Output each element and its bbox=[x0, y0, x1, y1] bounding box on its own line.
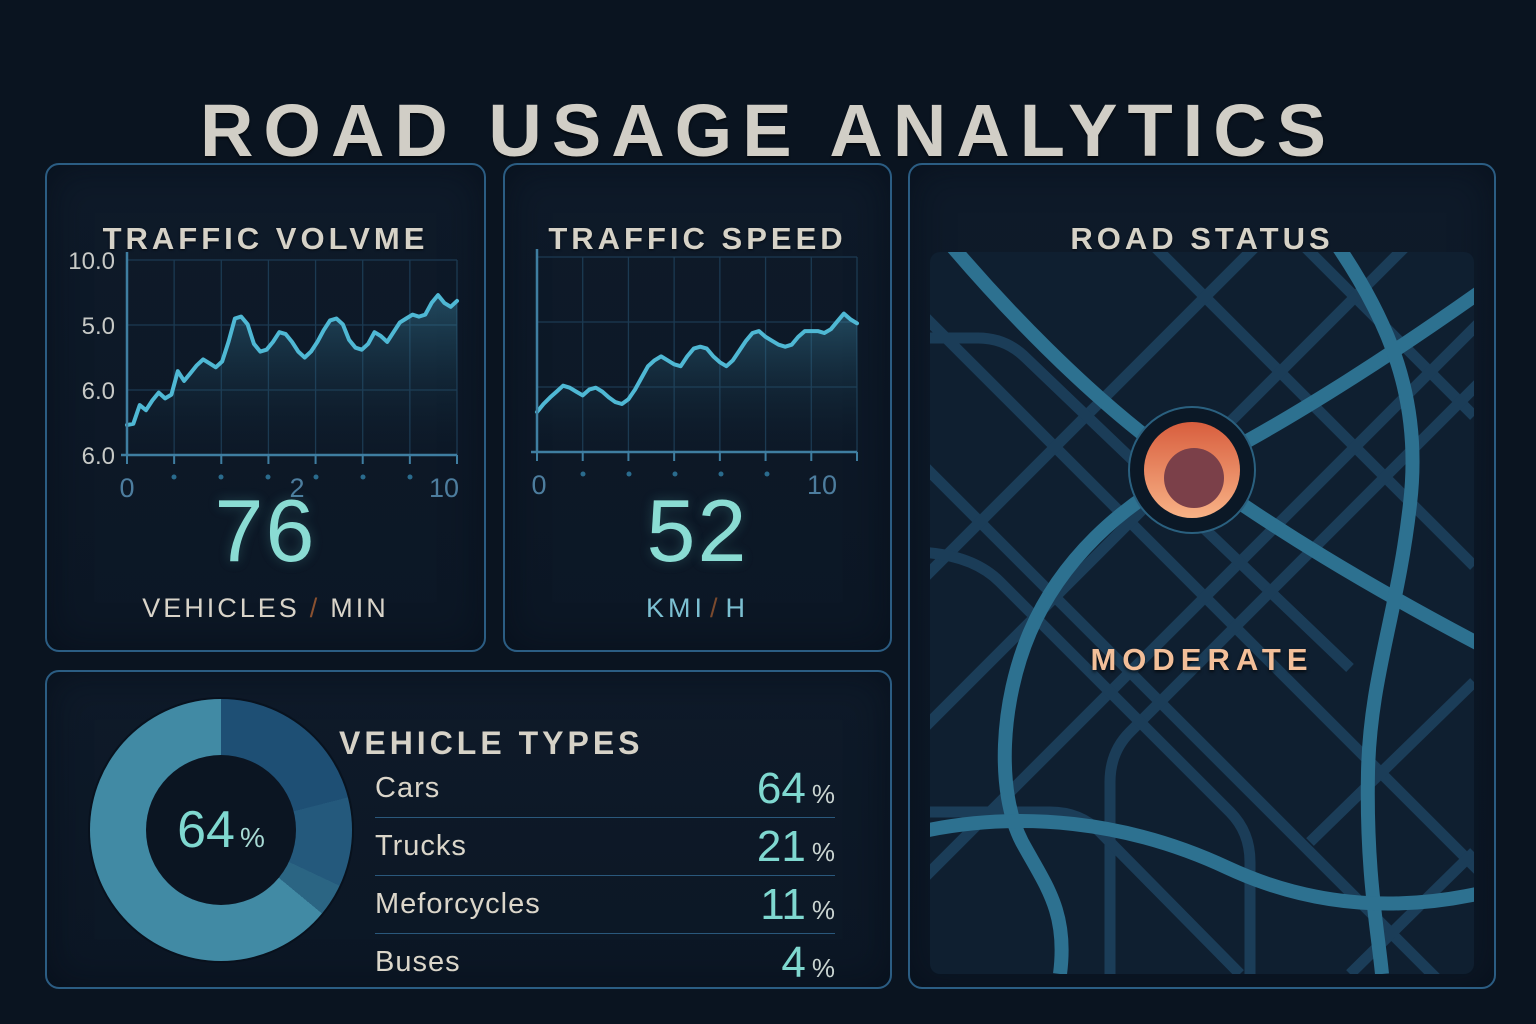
vehicle-type-label: Buses bbox=[375, 946, 461, 978]
unit-slash: / bbox=[309, 593, 321, 623]
svg-text:5.0: 5.0 bbox=[82, 313, 115, 340]
vehicle-types-panel: 64 % VEHICLE TYPES Cars 64% Trucks 21% Mefor… bbox=[45, 670, 892, 989]
traffic-volume-chart: 10.05.06.06.00 2 10 bbox=[68, 248, 459, 503]
unit-text: KMI bbox=[645, 593, 706, 623]
donut-center-unit: % bbox=[239, 822, 265, 853]
status-marker-icon bbox=[1128, 406, 1256, 534]
vehicle-type-row: Meforcycles 11% bbox=[375, 876, 835, 934]
traffic-volume-title: TRAFFIC VOLVME bbox=[102, 220, 429, 256]
donut-center-value: 64 bbox=[177, 801, 235, 859]
unit-text: VEHICLES bbox=[142, 593, 300, 623]
map-graphic bbox=[930, 252, 1474, 974]
svg-text:6.0: 6.0 bbox=[82, 443, 115, 470]
vehicle-type-percent-sign: % bbox=[811, 836, 835, 867]
vehicle-type-percent-sign: % bbox=[811, 952, 835, 983]
svg-text:10.0: 10.0 bbox=[68, 248, 115, 275]
donut-center: 64 % bbox=[146, 755, 296, 905]
traffic-volume-unit: VEHICLES / MIN bbox=[47, 595, 484, 622]
vehicle-type-row: Cars 64% bbox=[375, 760, 835, 818]
vehicle-type-percent-sign: % bbox=[811, 894, 835, 925]
road-status-panel: ROAD STATUS bbox=[908, 163, 1496, 989]
svg-text:10: 10 bbox=[429, 473, 459, 503]
traffic-speed-title: TRAFFIC SPEED bbox=[548, 220, 847, 256]
traffic-speed-chart: 0 10 bbox=[531, 249, 859, 500]
road-status-map: MODERATE bbox=[930, 252, 1474, 974]
vehicle-type-percent-sign: % bbox=[811, 778, 835, 809]
unit-text: H bbox=[725, 593, 750, 623]
traffic-volume-panel: TRAFFIC VOLVME 10.0 5.0 6.0 6.0 0 2 10 76 VEHI… bbox=[45, 163, 486, 652]
map-main-roads bbox=[930, 252, 1474, 974]
vehicle-type-row: Trucks 21% bbox=[375, 818, 835, 876]
traffic-speed-unit: KMI / H bbox=[505, 595, 890, 622]
traffic-speed-value: 52 bbox=[646, 481, 749, 580]
vehicle-type-value: 64% bbox=[756, 763, 835, 813]
svg-text:0: 0 bbox=[531, 470, 546, 500]
vehicle-type-label: Trucks bbox=[375, 830, 467, 862]
vehicle-type-percent-number: 4 bbox=[781, 937, 806, 987]
vehicle-type-label: Meforcycles bbox=[375, 888, 541, 920]
vehicle-types-title: VEHICLE TYPES bbox=[339, 724, 644, 761]
vehicle-type-value: 21% bbox=[756, 821, 835, 871]
traffic-speed-panel: TRAFFIC SPEED 0 10 52 KMI / H bbox=[503, 163, 892, 652]
vehicle-type-label: Cars bbox=[375, 772, 441, 804]
svg-text:0: 0 bbox=[119, 473, 134, 503]
vehicle-type-row: Buses 4% bbox=[375, 934, 835, 991]
vehicle-types-list: Cars 64% Trucks 21% Meforcycles 11% Buses 4% bbox=[375, 760, 835, 991]
vehicle-type-value: 4% bbox=[781, 937, 835, 987]
svg-text:10: 10 bbox=[807, 470, 837, 500]
vehicle-types-donut-chart: 64 % bbox=[90, 699, 352, 961]
road-status-title: ROAD STATUS bbox=[1070, 220, 1334, 256]
vehicle-type-percent-number: 64 bbox=[756, 763, 806, 813]
vehicle-type-value: 11% bbox=[760, 879, 835, 929]
vehicle-type-percent-number: 21 bbox=[756, 821, 806, 871]
svg-text:2: 2 bbox=[289, 473, 304, 503]
traffic-volume-value: 76 bbox=[214, 481, 317, 580]
page-title: ROAD USAGE ANALYTICS bbox=[199, 88, 1337, 172]
svg-text:6.0: 6.0 bbox=[82, 378, 115, 405]
vehicle-type-percent-number: 11 bbox=[760, 879, 806, 929]
unit-slash: / bbox=[710, 593, 722, 623]
road-status-label: MODERATE bbox=[1090, 642, 1314, 677]
unit-text: MIN bbox=[330, 593, 389, 623]
